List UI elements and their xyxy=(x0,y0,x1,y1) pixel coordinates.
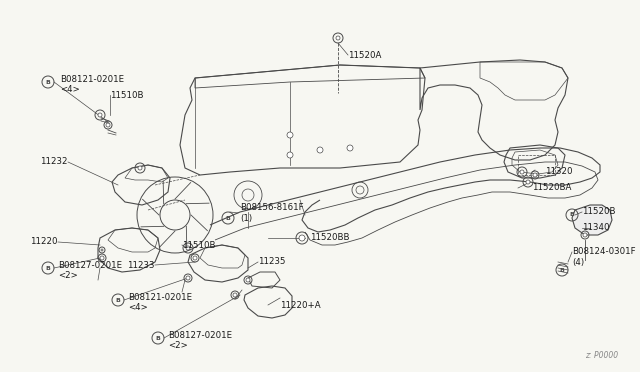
Text: 11510B: 11510B xyxy=(110,90,143,99)
Text: (1): (1) xyxy=(240,214,252,222)
Circle shape xyxy=(106,123,110,127)
Text: B: B xyxy=(559,267,564,273)
Circle shape xyxy=(520,170,524,174)
Text: 11520B: 11520B xyxy=(582,208,616,217)
Text: B08121-0201E: B08121-0201E xyxy=(128,292,192,301)
Polygon shape xyxy=(572,205,612,235)
Text: 11520BB: 11520BB xyxy=(310,234,349,243)
Text: B: B xyxy=(156,336,161,340)
Text: 11233: 11233 xyxy=(127,260,155,269)
Circle shape xyxy=(583,233,587,237)
Text: B08127-0201E: B08127-0201E xyxy=(58,260,122,269)
Text: <4>: <4> xyxy=(60,86,80,94)
Text: 11510B: 11510B xyxy=(182,241,216,250)
Text: 11232: 11232 xyxy=(40,157,68,167)
Circle shape xyxy=(100,256,104,260)
Circle shape xyxy=(246,278,250,282)
Text: <2>: <2> xyxy=(168,341,188,350)
Text: <2>: <2> xyxy=(58,272,77,280)
Circle shape xyxy=(98,113,102,117)
Circle shape xyxy=(347,145,353,151)
Text: B: B xyxy=(570,212,575,218)
Circle shape xyxy=(287,132,293,138)
Text: B08127-0201E: B08127-0201E xyxy=(168,330,232,340)
Circle shape xyxy=(233,293,237,297)
Circle shape xyxy=(138,166,142,170)
Text: 11220+A: 11220+A xyxy=(280,301,321,310)
Text: <4>: <4> xyxy=(128,304,148,312)
Circle shape xyxy=(186,246,190,250)
Text: B08121-0201E: B08121-0201E xyxy=(60,76,124,84)
Text: 11220: 11220 xyxy=(31,237,58,247)
Text: B: B xyxy=(225,215,230,221)
Circle shape xyxy=(186,276,190,280)
Text: 11520BA: 11520BA xyxy=(532,183,572,192)
Text: B: B xyxy=(116,298,120,302)
Circle shape xyxy=(526,180,530,184)
Text: 11320: 11320 xyxy=(545,167,573,176)
Text: (4): (4) xyxy=(572,259,584,267)
Text: 11235: 11235 xyxy=(258,257,285,266)
Text: B08156-8161F: B08156-8161F xyxy=(240,203,303,212)
Circle shape xyxy=(101,249,103,251)
Circle shape xyxy=(287,152,293,158)
Text: z: P0000: z: P0000 xyxy=(585,351,618,360)
Circle shape xyxy=(317,147,323,153)
Text: B: B xyxy=(45,80,51,84)
Text: B: B xyxy=(45,266,51,270)
Circle shape xyxy=(193,256,197,260)
Circle shape xyxy=(299,235,305,241)
Circle shape xyxy=(533,173,537,177)
Text: 11340: 11340 xyxy=(582,224,609,232)
Text: 11520A: 11520A xyxy=(348,51,381,60)
Text: B08124-0301F: B08124-0301F xyxy=(572,247,636,257)
Circle shape xyxy=(336,36,340,40)
